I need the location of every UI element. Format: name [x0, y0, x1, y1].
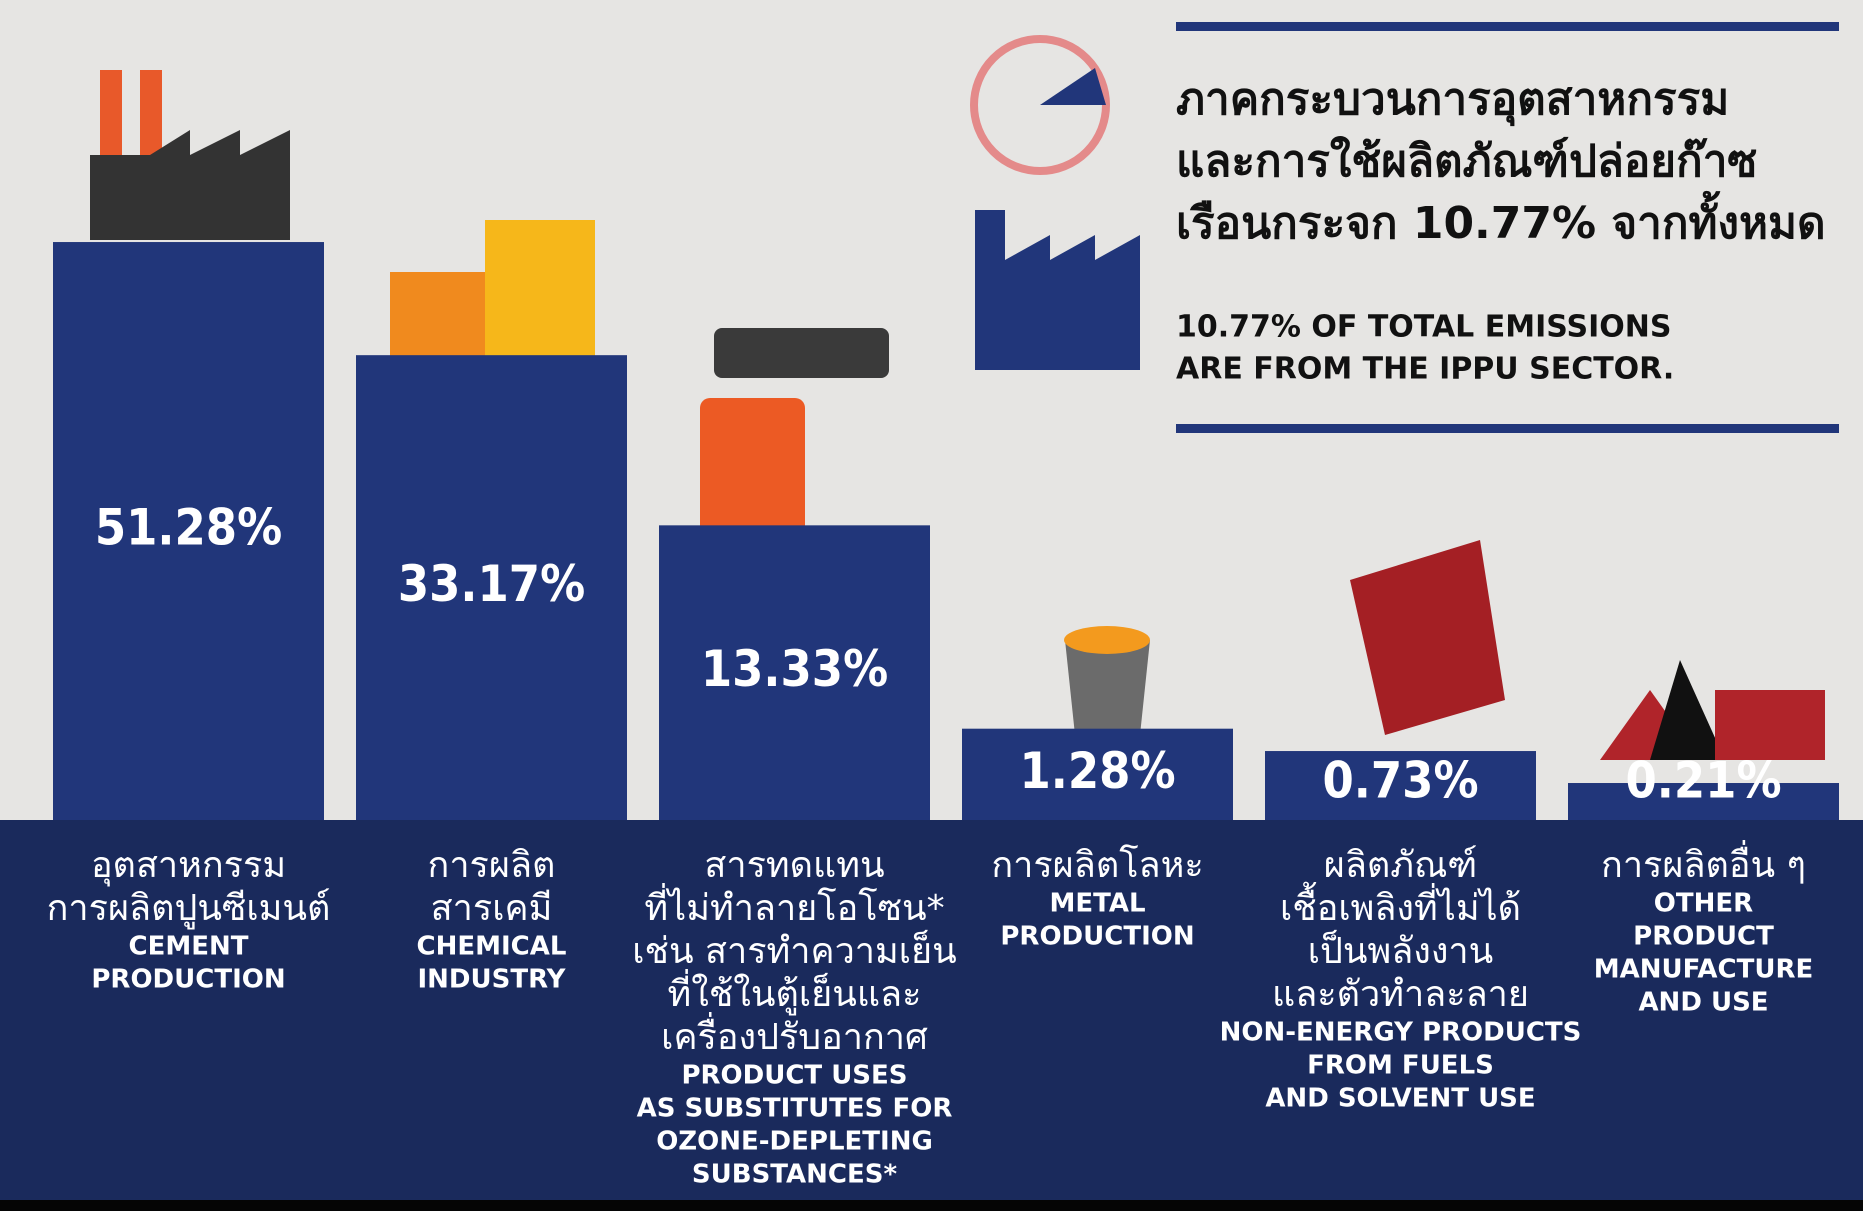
value-label: 13.33% [701, 640, 888, 698]
category-label-th: ที่ไม่ทำลายโอโซน* [644, 883, 944, 929]
category-label-en: PRODUCTION [91, 965, 285, 995]
category-label-th: เชื้อเพลิงที่ไม่ได้ [1280, 881, 1521, 929]
ippu-icon [970, 35, 1140, 370]
category-label-th: การผลิต [428, 845, 556, 886]
category-label-en: FROM FUELS [1307, 1051, 1494, 1081]
value-label: 1.28% [1019, 742, 1175, 800]
category-label-en: INDUSTRY [417, 965, 566, 995]
canister-icon [1350, 540, 1505, 735]
rule-top [1176, 22, 1839, 31]
value-label: 0.73% [1322, 752, 1478, 810]
category-label-en: AS SUBSTITUTES FOR [637, 1094, 953, 1124]
category-label-en: SUBSTANCES* [692, 1160, 898, 1190]
category-label-en: METAL [1049, 889, 1145, 919]
value-label: 51.28% [95, 499, 282, 557]
category-label-th: และตัวทำละลาย [1272, 974, 1529, 1015]
bar [1265, 751, 1536, 820]
category-label-en: OZONE-DEPLETING [656, 1127, 933, 1157]
bar [356, 355, 627, 820]
category-label-th: การผลิตอื่น ๆ [1601, 840, 1806, 886]
plant-icon [1600, 660, 1825, 760]
category-label-en: MANUFACTURE [1594, 955, 1813, 985]
category-label-th: การผลิตปูนซีเมนต์ [47, 888, 331, 930]
category-label-en: AND USE [1638, 988, 1768, 1018]
category-label-en: PRODUCT USES [681, 1061, 907, 1091]
value-label: 0.21% [1625, 752, 1781, 810]
category-label-th: อุตสาหกรรม [91, 845, 286, 887]
category-label-en: CHEMICAL [417, 932, 567, 962]
bar [1568, 783, 1839, 820]
category-label-th: ผลิตภัณฑ์ [1324, 845, 1478, 886]
subtitle-line: ARE FROM THE IPPU SECTOR. [1176, 352, 1674, 387]
value-label: 33.17% [398, 555, 585, 613]
category-label-th: สารทดแทน [704, 845, 884, 886]
category-label-en: OTHER [1654, 889, 1753, 919]
bar [53, 242, 324, 820]
title-line: ภาคกระบวนการอุตสาหกรรม [1176, 74, 1729, 127]
bottom-strip [0, 1200, 1863, 1211]
title-line: และการใช้ผลิตภัณฑ์ปล่อยก๊าซ [1176, 135, 1757, 187]
bar [962, 728, 1233, 820]
label-band [0, 820, 1863, 1200]
bar [659, 525, 930, 820]
category-label-th: เป็นพลังงาน [1308, 928, 1494, 972]
rule-bottom [1176, 424, 1839, 433]
category-label-en: NON-ENERGY PRODUCTS [1220, 1018, 1582, 1048]
title-line: เรือนกระจก 10.77% จากทั้งหมด [1176, 190, 1826, 249]
category-label-en: PRODUCTION [1000, 922, 1194, 952]
pot-icon [1064, 626, 1150, 735]
category-label-th: เครื่องปรับอากาศ [661, 1012, 928, 1058]
category-label-th: สารเคมี [431, 888, 553, 929]
category-label-en: PRODUCT [1633, 922, 1774, 952]
category-label-en: AND SOLVENT USE [1265, 1084, 1535, 1114]
category-label-th: เช่น สารทำความเย็น [632, 928, 957, 972]
factory-icon [90, 70, 290, 240]
category-label-th: การผลิตโลหะ [991, 844, 1203, 886]
category-label-th: ที่ใช้ในตู้เย็นและ [668, 969, 922, 1016]
category-label-en: CEMENT [129, 932, 249, 962]
subtitle-line: 10.77% OF TOTAL EMISSIONS [1176, 310, 1671, 345]
